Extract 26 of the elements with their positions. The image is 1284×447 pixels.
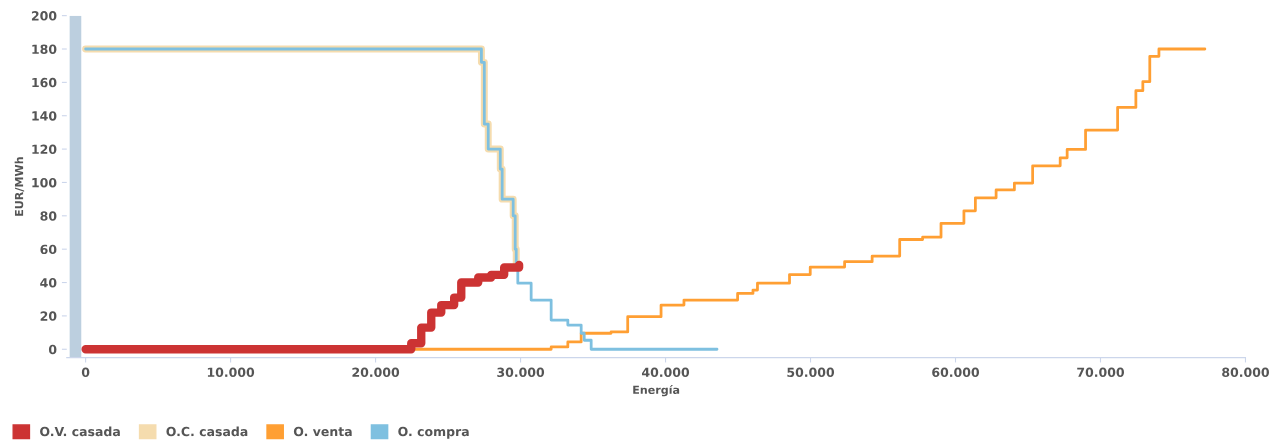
legend-label: O.V. casada [40,426,120,437]
y-tick-label: 160 [32,77,57,88]
x-tick-label: 50.000 [787,367,835,377]
x-tick-label: 60.000 [932,367,980,377]
y-tick-label: 200 [31,11,57,21]
x-tick-label: 0 [81,367,90,377]
x-tick-label: 10.000 [207,367,255,377]
x-tick-label: 70.000 [1077,367,1125,377]
x-tick-label: 80.000 [1222,367,1269,377]
y-tick-label: 80 [40,211,57,221]
y-axis-title: EUR/MWh [14,157,25,216]
y-tick-label: 60 [40,244,57,255]
y-tick-label: 20 [40,311,57,321]
legend-label: O. venta [293,426,352,437]
x-tick-label: 30.000 [497,367,545,377]
x-tick-label: 20.000 [352,367,400,377]
y-tick-label: 140 [32,111,57,121]
y-tick-label: 0 [48,344,57,355]
y-tick-label: 40 [40,278,57,288]
legend-label: O. compra [398,426,469,439]
y-tick-label: 100 [32,177,57,188]
x-axis-title: Energía [633,384,680,397]
y-tick-label: 120 [32,144,57,155]
y-tick-label: 180 [32,44,57,54]
x-tick-label: 40.000 [641,367,690,377]
legend-label: O.C. casada [166,426,248,437]
